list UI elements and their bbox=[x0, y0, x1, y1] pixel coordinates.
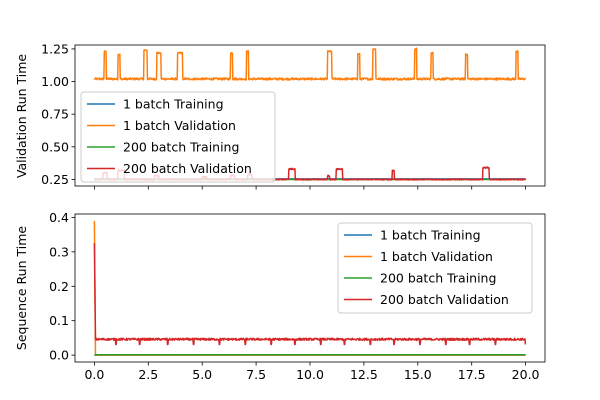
series-line-200-batch-validation bbox=[93, 243, 527, 346]
x-tick-label: 17.5 bbox=[458, 367, 486, 382]
top-legend: 1 batch Training 1 batch Validation 200 ba… bbox=[80, 91, 276, 183]
series-line-1-batch-validation bbox=[93, 47, 527, 81]
top-x-ticks bbox=[94, 186, 526, 190]
y-tick-label: 0.50 bbox=[41, 139, 69, 154]
y-tick-label: 0.3 bbox=[49, 244, 69, 259]
bottom-y-axis-label: Sequence Run Time bbox=[14, 226, 29, 350]
bottom-subplot: 0.0 0.1 0.2 0.3 0.4 0.0 2.5 5.0 7.5 10.0 12.5 15.0… bbox=[14, 210, 546, 382]
top-y-axis-label: Validation Run Time bbox=[14, 54, 29, 179]
legend-label: 200 batch Validation bbox=[123, 161, 252, 176]
y-tick-label: 0.25 bbox=[41, 172, 69, 187]
bottom-x-ticks: 0.0 2.5 5.0 7.5 10.0 12.5 15.0 17.5 20.0 bbox=[84, 362, 540, 382]
y-tick-label: 0.75 bbox=[41, 107, 69, 122]
y-tick-label: 0.1 bbox=[49, 313, 69, 328]
legend-label: 1 batch Training bbox=[380, 228, 481, 243]
x-tick-label: 5.0 bbox=[192, 367, 212, 382]
legend-label: 1 batch Training bbox=[123, 97, 224, 112]
top-subplot: 0.25 0.50 0.75 1.00 1.25 Validation Run Time… bbox=[14, 41, 546, 190]
y-tick-label: 1.25 bbox=[41, 41, 69, 56]
y-tick-label: 0.2 bbox=[49, 279, 69, 294]
x-tick-label: 15.0 bbox=[404, 367, 432, 382]
y-tick-label: 0.4 bbox=[49, 210, 69, 225]
bottom-y-ticks: 0.0 0.1 0.2 0.3 0.4 bbox=[49, 210, 75, 363]
x-tick-label: 10.0 bbox=[296, 367, 324, 382]
legend-label: 1 batch Validation bbox=[123, 118, 236, 133]
y-tick-label: 0.0 bbox=[49, 348, 69, 363]
legend-box bbox=[80, 91, 276, 183]
x-tick-label: 2.5 bbox=[138, 367, 158, 382]
bottom-legend: 1 batch Training 1 batch Validation 200 ba… bbox=[337, 222, 533, 314]
legend-label: 1 batch Validation bbox=[380, 249, 493, 264]
x-tick-label: 0.0 bbox=[84, 367, 104, 382]
x-tick-label: 20.0 bbox=[512, 367, 540, 382]
top-y-ticks: 0.25 0.50 0.75 1.00 1.25 bbox=[41, 41, 75, 187]
x-tick-label: 7.5 bbox=[246, 367, 266, 382]
legend-label: 200 batch Training bbox=[380, 271, 496, 286]
legend-box bbox=[337, 222, 533, 314]
bottom-series-lines bbox=[93, 220, 527, 356]
x-tick-label: 12.5 bbox=[350, 367, 378, 382]
legend-label: 200 batch Training bbox=[123, 140, 239, 155]
y-tick-label: 1.00 bbox=[41, 74, 69, 89]
legend-label: 200 batch Validation bbox=[380, 292, 509, 307]
